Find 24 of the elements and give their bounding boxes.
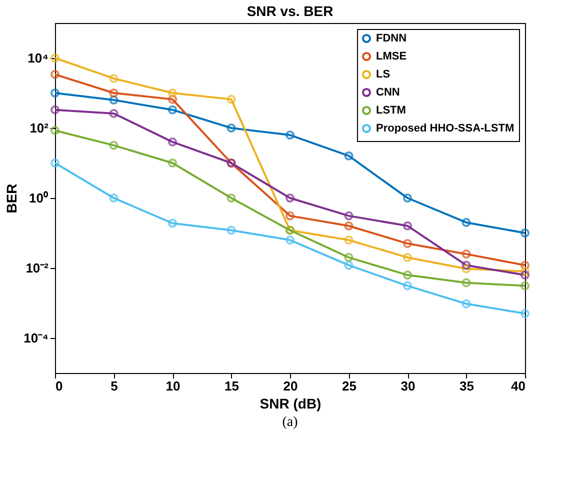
legend-label: FDNN: [376, 32, 407, 44]
legend-label: CNN: [376, 86, 400, 98]
x-tick-label: 25: [342, 378, 356, 394]
x-tick-label: 15: [224, 378, 239, 394]
x-tick-label: 10: [166, 378, 180, 394]
y-tick-label: 10⁰: [29, 190, 48, 206]
chart-title: SNR vs. BER: [246, 3, 334, 19]
y-tick-label: 10²: [30, 120, 50, 136]
x-tick-label: 35: [460, 378, 474, 394]
legend-label: LMSE: [376, 50, 407, 62]
y-tick-label: 10⁻²: [26, 260, 50, 276]
x-tick-label: 0: [56, 378, 63, 394]
x-tick-label: 30: [400, 378, 416, 394]
y-tick-label: 10⁻⁴: [24, 330, 48, 346]
x-tick-label: 5: [110, 378, 118, 394]
x-axis-title: SNR (dB): [260, 396, 322, 412]
y-axis-title: BER: [4, 184, 20, 214]
legend-label: LS: [376, 68, 390, 80]
x-tick-label: 20: [283, 378, 298, 394]
legend-label: LSTM: [376, 104, 406, 116]
text: (a): [282, 415, 298, 430]
legend-label: Proposed HHO-SSA-LSTM: [376, 122, 514, 134]
x-tick-label: 40: [511, 378, 526, 394]
y-tick-label: 10⁴: [28, 50, 48, 66]
